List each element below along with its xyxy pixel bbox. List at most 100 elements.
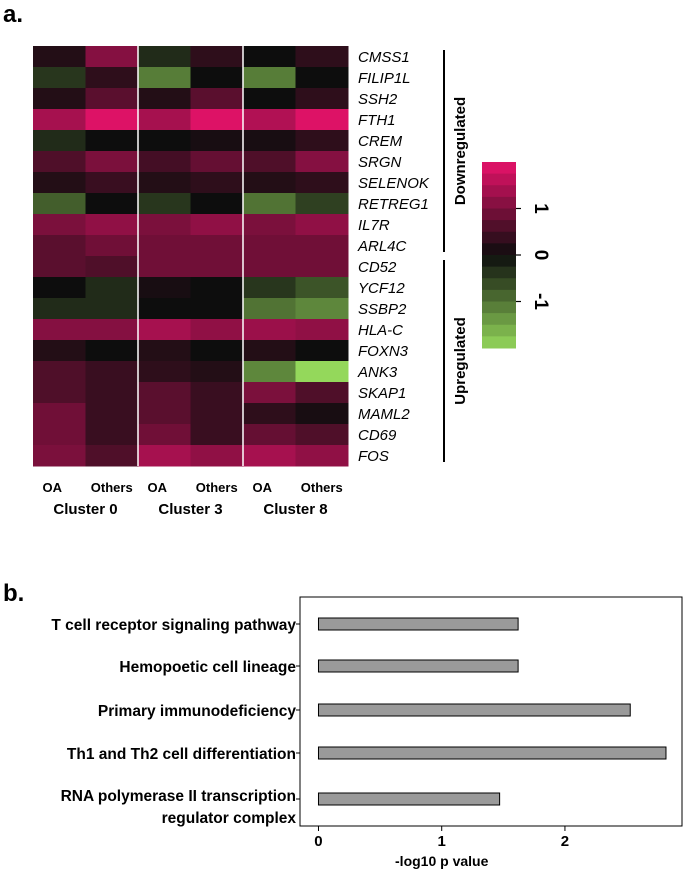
heatmap-cell (243, 130, 296, 152)
heatmap-cell (243, 46, 296, 68)
color-scale-swatch (482, 208, 516, 221)
heatmap-cell (295, 151, 349, 173)
heatmap-cell (33, 382, 86, 404)
bar-chart: T cell receptor signaling pathway Hemopoe… (51, 596, 683, 869)
heatmap-cell (243, 277, 296, 299)
gene-label: MAML2 (358, 406, 410, 423)
heatmap-cell (33, 424, 86, 446)
heatmap-cell (85, 256, 139, 278)
heatmap-cell (295, 67, 349, 89)
heatmap-cell (138, 340, 191, 362)
category-label: RNA polymerase II transcription (61, 788, 296, 805)
heatmap-cell (295, 214, 349, 236)
heatmap (33, 46, 349, 467)
bar (317, 617, 519, 631)
heatmap-cell (295, 361, 349, 383)
heatmap-cell (295, 319, 349, 341)
heatmap-cell (190, 340, 244, 362)
cluster-label: Cluster 8 (263, 501, 327, 518)
heatmap-cell (190, 130, 244, 152)
heatmap-cell (138, 109, 191, 131)
bar (317, 659, 519, 673)
heatmap-cell (295, 298, 349, 320)
heatmap-cell (85, 361, 139, 383)
heatmap-cell (138, 151, 191, 173)
heatmap-cell (33, 340, 86, 362)
gene-label: SRGN (358, 154, 402, 171)
heatmap-cell (85, 67, 139, 89)
heatmap-cell (295, 172, 349, 194)
heatmap-cell (243, 235, 296, 257)
heatmap-cell (243, 88, 296, 110)
heatmap-cell (295, 235, 349, 257)
heatmap-cell (243, 109, 296, 131)
gene-label: IL7R (358, 217, 390, 234)
heatmap-cell (138, 319, 191, 341)
heatmap-cell (33, 235, 86, 257)
heatmap-cell (33, 193, 86, 215)
heatmap-cell (33, 109, 86, 131)
heatmap-cell (85, 235, 139, 257)
heatmap-cell (190, 151, 244, 173)
category-label: Primary immunodeficiency (98, 703, 297, 720)
color-scale-swatch (482, 173, 516, 186)
heatmap-cell (138, 277, 191, 299)
heatmap-cell (138, 382, 191, 404)
heatmap-cell (33, 130, 86, 152)
heatmap-cell (138, 46, 191, 68)
gene-label: FTH1 (358, 112, 396, 129)
color-scale-swatch (482, 266, 516, 279)
heatmap-cell (85, 88, 139, 110)
x-axis-title: -log10 p value (395, 853, 489, 869)
x-tick-label: 1 (438, 833, 446, 850)
heatmap-cell (295, 403, 349, 425)
heatmap-cell (138, 424, 191, 446)
gene-label: SSH2 (358, 91, 398, 108)
heatmap-cell (190, 235, 244, 257)
color-scale-swatch (482, 185, 516, 198)
plot-frame (299, 596, 683, 827)
heatmap-cell (243, 256, 296, 278)
color-scale-legend: 1 0 -1 (482, 162, 551, 349)
heatmap-cell (138, 130, 191, 152)
heatmap-cell (85, 340, 139, 362)
category-label: Hemopoetic cell lineage (119, 659, 296, 676)
gene-label: ANK3 (357, 364, 398, 381)
heatmap-cell (243, 403, 296, 425)
heatmap-cell (33, 298, 86, 320)
heatmap-cell (190, 193, 244, 215)
bar (317, 746, 667, 760)
heatmap-cell (85, 214, 139, 236)
gene-label: HLA-C (358, 322, 403, 339)
heatmap-cell (243, 424, 296, 446)
heatmap-cell (85, 193, 139, 215)
panel-a-label: a. (3, 1, 23, 28)
heatmap-labels: CMSS1 FILIP1L SSH2 FTH1 CREM SRGN SELENOK RETRE… (43, 49, 470, 518)
heatmap-cell (138, 235, 191, 257)
heatmap-cell (243, 67, 296, 89)
color-scale-tick-label: 0 (530, 250, 551, 261)
heatmap-cell (295, 382, 349, 404)
color-scale-swatch (482, 255, 516, 268)
heatmap-cell (295, 256, 349, 278)
heatmap-cell (243, 340, 296, 362)
cluster-label: Cluster 3 (158, 501, 222, 518)
heatmap-cell (190, 88, 244, 110)
heatmap-cell (33, 67, 86, 89)
color-scale-tick-label: 1 (530, 203, 551, 214)
group-label: Downregulated (452, 97, 469, 205)
heatmap-cell (138, 214, 191, 236)
heatmap-cell (295, 424, 349, 446)
heatmap-cell (190, 445, 244, 467)
heatmap-cell (243, 361, 296, 383)
color-scale-swatch (482, 289, 516, 302)
heatmap-cell (190, 46, 244, 68)
gene-label: CMSS1 (358, 49, 410, 66)
gene-label: ARL4C (357, 238, 407, 255)
heatmap-cell (85, 298, 139, 320)
heatmap-cell (138, 403, 191, 425)
heatmap-cell (85, 445, 139, 467)
color-scale-swatch (482, 313, 516, 326)
heatmap-cell (190, 109, 244, 131)
